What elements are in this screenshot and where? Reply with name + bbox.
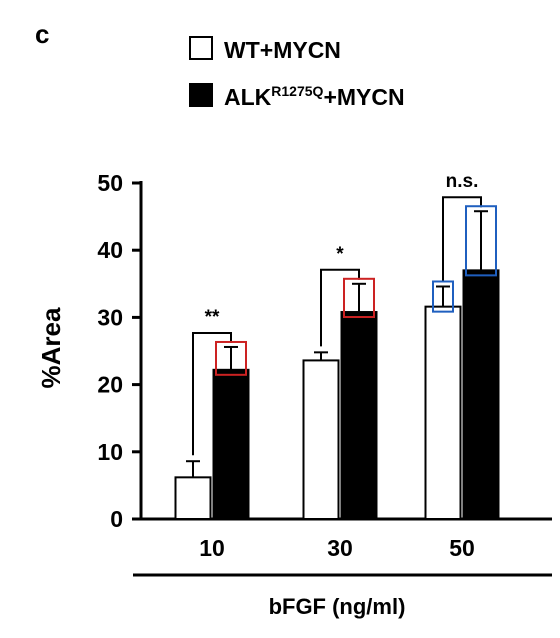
significance-label: **: [205, 307, 220, 328]
highlight-box: [432, 280, 454, 313]
significance-label: n.s.: [446, 171, 479, 192]
bar: [302, 359, 340, 520]
x-tick-label: 30: [327, 535, 353, 561]
bar: [212, 368, 250, 521]
significance-bracket: [442, 196, 482, 281]
legend-label-alk-tail: +MYCN: [323, 84, 404, 110]
bar: [340, 311, 378, 520]
legend: WT+MYCN ALKR1275Q+MYCN: [189, 36, 405, 110]
y-tick-label: 10: [97, 439, 123, 465]
legend-label-wt: WT+MYCN: [224, 37, 341, 63]
highlight-box: [465, 205, 497, 277]
plot-area: 0 10 20 30 40 50 10 ** 30 * 50 n.s.: [97, 170, 552, 561]
significance-bracket: [320, 268, 360, 347]
significance-bracket: [192, 331, 232, 456]
y-tick-label: 0: [110, 506, 123, 532]
x-tick-label: 50: [449, 535, 475, 561]
bar: [424, 305, 462, 521]
y-axis-title: %Area: [36, 307, 66, 388]
highlight-box: [215, 340, 247, 376]
y-tick-label: 30: [97, 304, 123, 330]
y-tick-label: 20: [97, 372, 123, 398]
x-axis-title: bFGF (ng/ml): [269, 594, 406, 619]
legend-label-alk-main: ALK: [224, 84, 272, 110]
highlight-box: [343, 277, 375, 319]
panel-label: c: [35, 19, 49, 49]
y-tick-label: 50: [97, 170, 123, 196]
x-tick-label: 10: [199, 535, 225, 561]
y-tick-label: 40: [97, 237, 123, 263]
legend-swatch-alk: [189, 83, 213, 107]
legend-label-alk-sup: R1275Q: [271, 83, 323, 99]
bar: [174, 476, 212, 520]
legend-swatch-wt: [189, 36, 213, 60]
legend-label-alk: ALKR1275Q+MYCN: [224, 83, 405, 110]
bar: [462, 269, 500, 520]
significance-label: *: [336, 244, 344, 265]
